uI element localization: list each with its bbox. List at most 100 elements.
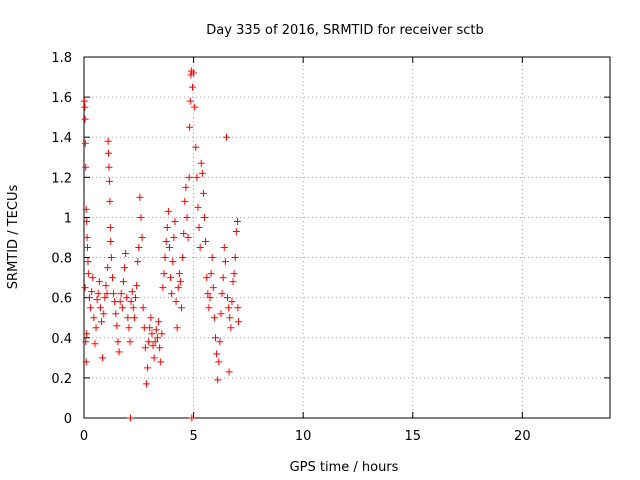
data-point [148,330,156,338]
data-point [196,244,204,252]
data-point [217,310,225,318]
data-point [118,304,126,312]
data-point [178,304,186,312]
data-point [182,183,190,191]
data-point [156,344,164,352]
data-point [113,322,121,330]
x-tick-label: 5 [189,429,197,444]
data-point [172,298,180,306]
data-point [106,223,114,231]
data-point [225,304,233,312]
data-point [206,294,214,302]
data-point [112,310,120,318]
data-point [203,274,211,282]
data-point [235,318,243,326]
data-point [150,354,158,362]
data-point [149,342,157,350]
data-point [82,205,90,213]
data-point [135,244,143,252]
data-point [164,207,172,215]
data-point [84,258,92,266]
data-point [184,234,192,241]
data-point [81,103,89,111]
data-point [165,244,173,252]
data-point [220,244,228,252]
y-tick-label: 0.2 [51,372,72,387]
data-point [176,278,184,286]
axis-ticks: 0 0.2 0.4 0.6 0.8 1 1.2 1.4 1.6 1.8 0 5 10 15 20 [51,51,610,444]
data-point [100,310,108,318]
data-point [168,290,176,298]
data-point [145,338,153,346]
data-point [144,364,152,372]
data-point [128,288,136,296]
data-point [199,189,207,197]
data-point [174,284,182,292]
data-point [105,163,113,171]
data-point [91,340,99,348]
data-point [202,238,210,246]
data-point [124,314,132,322]
data-point [186,97,194,105]
y-tick-label: 1.6 [51,91,72,106]
data-point [82,338,90,346]
data-point [215,358,223,366]
y-tick-label: 1 [64,211,72,226]
data-point [192,143,200,151]
data-point [232,227,240,235]
y-tick-label: 1.2 [51,171,72,186]
data-point [83,217,91,225]
data-point [126,338,134,346]
data-point [121,264,129,272]
data-point [209,284,217,292]
data-point [167,274,175,282]
data-point [107,254,115,262]
data-point [212,334,219,342]
data-point [99,354,107,362]
data-point [146,324,154,332]
data-point [129,304,137,312]
data-point [136,193,144,201]
data-point [226,314,234,322]
data-point [234,304,242,312]
data-point [98,318,106,326]
data-point [186,123,194,131]
data-point [158,330,166,338]
data-point [104,264,112,272]
data-point [127,298,135,306]
y-tick-label: 1.4 [51,131,72,146]
data-point [205,304,213,312]
data-point [85,294,93,302]
data-point [183,213,191,221]
data-point [84,244,92,252]
data-point [185,173,193,181]
data-point [80,97,88,105]
data-point [188,83,196,91]
data-point [82,358,90,366]
y-tick-label: 1.8 [51,51,72,66]
data-point [107,238,115,246]
data-point [214,376,222,384]
data-point [207,270,215,278]
chart-title: Day 335 of 2016, SRMTID for receiver sct… [206,23,483,38]
data-point [134,258,142,266]
data-point [221,258,229,266]
data-point [216,338,224,346]
data-point [175,270,183,278]
data-point [89,274,97,282]
data-point [219,274,227,282]
data-point [137,213,145,221]
data-point [171,217,179,225]
data-point [228,298,236,306]
data-point [179,254,187,262]
data-point [233,217,241,225]
data-point [181,197,189,205]
data-point [105,177,113,185]
data-point [133,282,141,290]
data-point [84,270,92,278]
data-point [81,115,89,123]
data-point [224,294,232,302]
data-point [204,290,212,298]
data-point [94,290,102,298]
